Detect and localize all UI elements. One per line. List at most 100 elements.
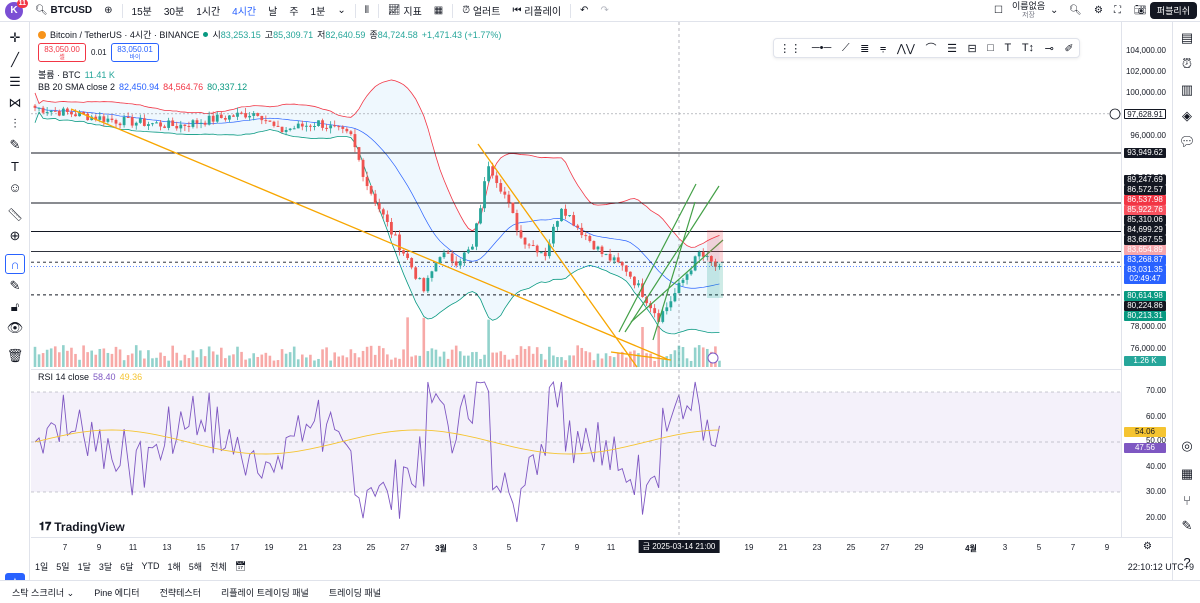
fib-retracement-icon[interactable]: ☰ — [947, 42, 957, 55]
fullscreen-button[interactable]: ⛶ — [1108, 0, 1127, 22]
rectangle-icon[interactable]: □ — [987, 42, 994, 54]
fib-icon[interactable]: ☰ — [9, 74, 21, 89]
trendline[interactable] — [610, 351, 672, 361]
target-icon[interactable]: ◎ — [1181, 438, 1193, 453]
layout-name[interactable]: 이름없음 저장 — [1012, 1, 1046, 20]
zoom-in-icon[interactable]: ⊕ — [9, 228, 21, 243]
volume-bar — [321, 349, 324, 367]
price-chart[interactable] — [31, 22, 1121, 537]
interval-4h[interactable]: 4시간 — [232, 7, 257, 18]
trendline[interactable] — [70, 108, 668, 360]
axis-settings-icon[interactable]: ⚙ — [1143, 541, 1152, 552]
chat-icon[interactable]: 💬︎ — [1178, 134, 1196, 149]
interval-15m[interactable]: 15분 — [131, 7, 152, 18]
target-zone[interactable] — [707, 262, 723, 298]
replay-button[interactable]: ⏮ 리플레이 — [512, 5, 562, 18]
interval-30m[interactable]: 30분 — [163, 7, 185, 18]
interval-week[interactable]: 주 — [289, 7, 299, 18]
templates-button[interactable]: ▦ — [428, 0, 449, 22]
bottom-tab[interactable]: 전략테스터 — [159, 587, 201, 598]
settings-button[interactable]: ⚙ — [1088, 0, 1109, 22]
range-option[interactable]: 1해 — [167, 561, 181, 572]
pencil-icon[interactable]: ✎ — [1181, 518, 1193, 533]
pattern-icon[interactable]: ⋈ — [8, 95, 22, 110]
crosshair-icon[interactable]: ✛ — [9, 30, 21, 45]
eye-icon[interactable]: 👁︎ — [6, 320, 24, 335]
alert-button[interactable]: ⏰︎ 얼러트 — [462, 5, 501, 18]
range-option[interactable]: 5일 — [56, 561, 70, 572]
bottom-tab[interactable]: 리플레이 트레이딩 패널 — [221, 587, 309, 598]
bottom-tab[interactable]: 스탁 스크리너 ⌄ — [12, 587, 75, 598]
emoji-icon[interactable]: ☺ — [8, 179, 22, 195]
stop-zone[interactable] — [707, 230, 723, 262]
range-option[interactable]: 1일 — [35, 561, 49, 572]
layout-toggle[interactable]: ☐ — [988, 0, 1009, 22]
lock-icon[interactable]: 🔓︎ — [10, 299, 20, 314]
parallel-channel-icon[interactable]: ≣ — [860, 42, 870, 55]
range-option[interactable]: 6달 — [120, 561, 134, 572]
brush-icon[interactable]: ✎ — [9, 137, 21, 152]
hline-icon[interactable]: ─•─ — [811, 42, 832, 54]
range-option[interactable]: 1달 — [77, 561, 91, 572]
alerts-icon[interactable]: ⏰︎ — [1181, 56, 1193, 71]
interval-1h[interactable]: 1시간 — [196, 7, 221, 18]
bottom-tab[interactable]: 트레이딩 패널 — [328, 587, 381, 598]
text-tool-icon[interactable]: T — [1004, 42, 1012, 54]
elliott-icon[interactable]: ⋀⋁ — [896, 42, 915, 55]
undo-button[interactable]: ↶ — [574, 0, 594, 22]
buy-button[interactable]: 83,050.01 바이 — [111, 43, 159, 62]
drawing-toolbar: ✛ ╱ ☰ ⋈ ⫶ ✎ T ☺ 📏︎ ⊕ ∩ ✎ 🔓︎ 👁︎ 🗑︎ ★ — [0, 22, 30, 603]
drag-handle-icon[interactable]: ⋮⋮ — [779, 42, 802, 55]
bottom-tab[interactable]: Pine 에디터 — [94, 587, 140, 598]
ideas-icon[interactable]: ⑂ — [1183, 492, 1191, 508]
user-avatar[interactable]: K 11 — [5, 0, 28, 20]
fan-line[interactable] — [618, 183, 697, 333]
magnet-icon[interactable]: ∩ — [5, 254, 25, 274]
price-axis[interactable]: 104,000.00 102,000.00 100,000.00 96,000.00 9… — [1121, 22, 1172, 537]
fan-line[interactable] — [630, 239, 724, 323]
pen-icon[interactable]: ✐ — [1064, 42, 1074, 55]
symbol-search[interactable]: 🔍︎ BTCUSD — [35, 5, 93, 16]
event-flag-icon[interactable] — [707, 352, 719, 364]
range-option[interactable]: YTD — [141, 561, 160, 571]
fan-line[interactable] — [652, 201, 696, 341]
candle-style-button[interactable]: ⫴ — [359, 0, 375, 22]
layout-dropdown[interactable]: ⌄ — [1044, 0, 1064, 22]
calendar-icon[interactable]: ▦ — [1180, 466, 1194, 481]
watchlist-icon[interactable]: ▤ — [1180, 30, 1194, 45]
interval-1m[interactable]: 1분 — [310, 7, 326, 18]
trendline[interactable] — [477, 143, 638, 368]
sell-button[interactable]: 83,050.00 셀 — [38, 43, 86, 62]
help-icon[interactable]: ? — [1183, 554, 1191, 570]
abcd-icon[interactable]: ⌒ — [925, 43, 937, 55]
quick-search-button[interactable]: 🔍︎ — [1063, 0, 1088, 22]
snapshot-button[interactable]: 📷︎ — [1128, 0, 1153, 22]
indicators-button[interactable]: 📈︎ 지표 — [387, 5, 422, 18]
calendar-icon[interactable]: 📅︎ — [234, 560, 247, 571]
trash-icon[interactable]: 🗑︎ — [6, 348, 24, 363]
ray-icon[interactable]: ⟋ — [841, 41, 850, 54]
fan-line[interactable] — [624, 185, 720, 333]
brush-tool-icon[interactable]: ⊸ — [1044, 42, 1054, 55]
interval-day[interactable]: 날 — [268, 7, 278, 18]
clock[interactable]: 22:10:12 UTC+9 — [1127, 562, 1194, 572]
regression-icon[interactable]: ⩦ — [879, 41, 887, 54]
time-axis[interactable]: ⚙ 7 9 11 13 15 17 19 21 23 25 27 3월 3 5 7 9 11 19 21 23 25 27… — [31, 537, 1172, 556]
interval-dropdown[interactable]: ⌄ — [331, 0, 351, 22]
add-alert-icon[interactable] — [1109, 108, 1121, 120]
layers-icon[interactable]: ◈ — [1182, 108, 1192, 123]
compare-symbol-button[interactable]: ⊕ — [98, 0, 118, 22]
data-window-icon[interactable]: ▥ — [1180, 82, 1194, 97]
prediction-icon[interactable]: ⫶ — [13, 116, 17, 131]
trendline-icon[interactable]: ╱ — [11, 52, 19, 67]
range-option[interactable]: 전체 — [210, 561, 227, 572]
publish-button[interactable]: 퍼블리쉬 — [1149, 2, 1197, 19]
range-option[interactable]: 5해 — [188, 561, 203, 572]
lock-drawings-icon[interactable]: ✎ — [9, 278, 21, 293]
text-icon[interactable]: T — [11, 158, 19, 174]
text-formatting-icon[interactable]: T↕ — [1021, 42, 1035, 54]
ruler-icon[interactable]: 📏︎ — [6, 207, 24, 222]
range-option[interactable]: 3달 — [98, 561, 113, 572]
redo-button[interactable]: ↷ — [594, 0, 614, 22]
range-icon[interactable]: ⊟ — [967, 42, 977, 55]
